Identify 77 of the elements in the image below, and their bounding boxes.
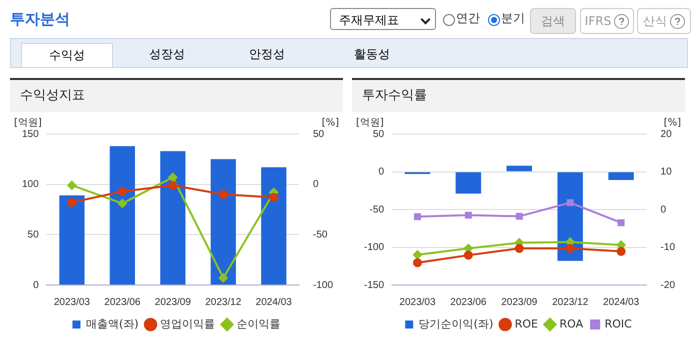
text: 성장성 [148,46,186,63]
y2-tick-label: 20 [660,128,672,140]
point [464,250,473,260]
y-tick-label: -150 [364,280,384,291]
x-tick-label: 2023/06 [104,296,141,308]
y2-tick-label: 10 [660,166,672,178]
point [67,180,76,190]
point [616,246,626,256]
y2-tick-label: -100 [312,280,334,291]
x-tick-label: 2023/12 [205,296,242,308]
y-tick-label: 100 [22,179,40,190]
point [118,198,127,208]
x-tick-label: 2023/03 [399,296,436,308]
legend-label: 순이익률 [236,317,281,330]
text: 활동성 [353,46,391,63]
point [566,244,575,253]
point [168,180,178,190]
point [218,273,228,282]
legend-label: ROA [559,317,584,330]
bar [59,195,85,284]
y-tick-label: 50 [372,128,384,140]
text: 수익성 [21,43,113,67]
point [514,244,524,253]
y-tick-label: 150 [22,128,40,140]
point [618,219,625,226]
text: 분기 [501,10,525,27]
x-tick-label: 2023/03 [54,296,90,308]
point [118,186,127,196]
x-tick-label: 2024/03 [603,296,640,308]
text: 안정성 [248,46,286,63]
x-tick-label: 2023/06 [450,296,487,308]
text: IFRS [584,14,612,28]
x-tick-label: 2023/12 [552,296,589,308]
point [269,192,278,202]
point [566,199,574,206]
y2-axis-title: [%] [322,118,340,129]
y-tick-label: 0 [378,166,384,178]
point [516,212,523,220]
point [464,212,472,219]
legend-label: ROIC [604,317,632,330]
y-axis-title: [억원] [356,118,384,129]
bar [160,151,186,284]
bar [110,146,135,284]
y-axis-title: [억원] [14,118,42,129]
x-tick-label: 2024/03 [256,296,292,308]
point [412,250,422,260]
point [67,198,76,207]
y2-tick-label: 50 [312,128,325,140]
y2-tick-label: 0 [312,179,319,190]
legend-label: 당기순이익(좌) [418,317,494,330]
y-tick-label: 0 [33,280,40,291]
x-tick-label: 2023/09 [154,296,192,308]
y-tick-label: 50 [28,229,40,240]
y2-tick-label: -50 [312,229,328,240]
text: 연간 [456,10,480,27]
text: 검색 [541,12,565,30]
text: 주재무제표 [339,13,399,27]
chart-title: 투자수익률 [352,80,685,112]
legend-label: 영업이익률 [160,317,216,330]
point [414,213,421,220]
legend-label: 매출액(좌) [86,317,139,330]
chart-title: 수익성지표 [10,80,343,112]
text: 투자분석 [10,10,70,29]
point [412,258,422,268]
point [168,172,178,182]
y2-tick-label: -20 [660,280,676,291]
text: 산식 [643,12,667,30]
legend-label: ROE [514,317,538,330]
y-tick-label: -100 [364,242,384,253]
point [218,190,228,199]
y-tick-label: -50 [370,204,384,216]
y2-tick-label: 0 [660,204,667,216]
y2-tick-label: -10 [660,242,676,253]
x-tick-label: 2023/09 [501,296,538,308]
bar [261,167,286,284]
y2-axis-title: [%] [664,118,682,129]
bar [210,159,236,284]
